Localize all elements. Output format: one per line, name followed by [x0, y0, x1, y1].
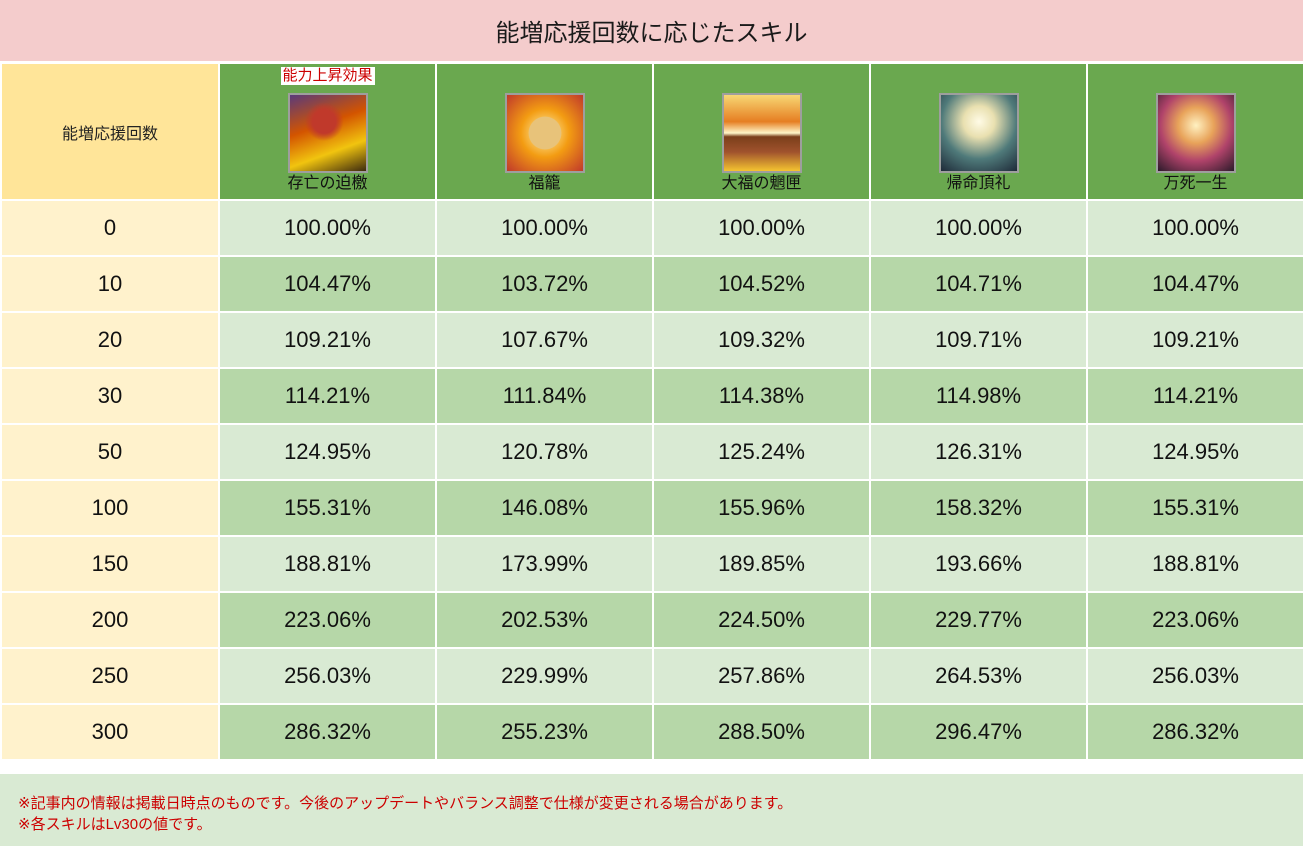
- skill-header-4: 万死一生: [1086, 62, 1303, 201]
- multiplier-cell: 229.99%: [435, 647, 654, 705]
- multiplier-cell: 109.21%: [1086, 311, 1303, 369]
- multiplier-cell: 189.85%: [652, 535, 871, 593]
- skill-header-1: 福籠: [435, 62, 654, 201]
- multiplier-cell: 256.03%: [218, 647, 437, 705]
- multiplier-cell: 120.78%: [435, 423, 654, 481]
- skill-name: 帰命頂礼: [946, 175, 1011, 192]
- multiplier-cell: 264.53%: [869, 647, 1088, 705]
- multiplier-cell: 173.99%: [435, 535, 654, 593]
- multiplier-cell: 256.03%: [1086, 647, 1303, 705]
- multiplier-cell: 158.32%: [869, 479, 1088, 537]
- skill-name: 存亡の迫檄: [287, 175, 368, 192]
- boost-count-cell: 100: [0, 479, 220, 537]
- multiplier-cell: 107.67%: [435, 311, 654, 369]
- multiplier-cell: 223.06%: [1086, 591, 1303, 649]
- multiplier-cell: 100.00%: [435, 199, 654, 257]
- note-level: ※各スキルはLv30の値です。: [18, 816, 212, 833]
- multiplier-cell: 126.31%: [869, 423, 1088, 481]
- multiplier-cell: 114.21%: [218, 367, 437, 425]
- skill-header-3: 帰命頂礼: [869, 62, 1088, 201]
- multiplier-cell: 155.31%: [1086, 479, 1303, 537]
- multiplier-cell: 155.96%: [652, 479, 871, 537]
- multiplier-cell: 104.52%: [652, 255, 871, 313]
- multiplier-cell: 257.86%: [652, 647, 871, 705]
- page-title: 能増応援回数に応じたスキル: [0, 0, 1303, 61]
- note-disclaimer: ※記事内の情報は掲載日時点のものです。今後のアップデートやバランス調整で仕様が変…: [18, 795, 793, 812]
- stat-boost-badge: 能力上昇効果: [280, 67, 375, 85]
- multiplier-cell: 103.72%: [435, 255, 654, 313]
- table-row: 300 286.32% 255.23% 288.50% 296.47% 286.32%: [0, 703, 1303, 761]
- multiplier-cell: 229.77%: [869, 591, 1088, 649]
- multiplier-cell: 193.66%: [869, 535, 1088, 593]
- golden-chest-icon: [721, 93, 802, 173]
- multiplier-cell: 111.84%: [435, 367, 654, 425]
- skill-header-2: 大福の魍匣: [652, 62, 871, 201]
- multiplier-cell: 114.21%: [1086, 367, 1303, 425]
- boost-count-cell: 10: [0, 255, 220, 313]
- skill-name: 大福の魍匣: [721, 175, 802, 192]
- header-row: 能増応援回数 能力上昇効果 存亡の迫檄 福籠: [0, 62, 1303, 201]
- boost-count-cell: 150: [0, 535, 220, 593]
- boost-count-cell: 300: [0, 703, 220, 761]
- multiplier-cell: 104.71%: [869, 255, 1088, 313]
- notes: ※記事内の情報は掲載日時点のものです。今後のアップデートやバランス調整で仕様が変…: [0, 774, 1303, 846]
- multiplier-cell: 109.71%: [869, 311, 1088, 369]
- multiplier-cell: 104.47%: [1086, 255, 1303, 313]
- table-row: 50 124.95% 120.78% 125.24% 126.31% 124.95%: [0, 423, 1303, 481]
- table-row: 20 109.21% 107.67% 109.32% 109.71% 109.21%: [0, 311, 1303, 369]
- multiplier-cell: 124.95%: [218, 423, 437, 481]
- table-row: 0 100.00% 100.00% 100.00% 100.00% 100.00%: [0, 199, 1303, 257]
- multiplier-cell: 255.23%: [435, 703, 654, 761]
- demon-flame-icon: [287, 93, 368, 173]
- multiplier-cell: 202.53%: [435, 591, 654, 649]
- multiplier-cell: 100.00%: [218, 199, 437, 257]
- multiplier-cell: 114.98%: [869, 367, 1088, 425]
- table-row: 100 155.31% 146.08% 155.96% 158.32% 155.31%: [0, 479, 1303, 537]
- multiplier-cell: 188.81%: [1086, 535, 1303, 593]
- boost-count-cell: 0: [0, 199, 220, 257]
- sword-light-icon: [1155, 93, 1236, 173]
- boost-count-cell: 20: [0, 311, 220, 369]
- boost-count-cell: 50: [0, 423, 220, 481]
- boost-count-cell: 30: [0, 367, 220, 425]
- multiplier-cell: 114.38%: [652, 367, 871, 425]
- multiplier-cell: 104.47%: [218, 255, 437, 313]
- multiplier-cell: 188.81%: [218, 535, 437, 593]
- treasure-box-icon: [504, 93, 585, 173]
- multiplier-cell: 125.24%: [652, 423, 871, 481]
- skill-name: 万死一生: [1163, 175, 1228, 192]
- table-row: 200 223.06% 202.53% 224.50% 229.77% 223.06%: [0, 591, 1303, 649]
- table-row: 250 256.03% 229.99% 257.86% 264.53% 256.03%: [0, 647, 1303, 705]
- multiplier-cell: 155.31%: [218, 479, 437, 537]
- multiplier-cell: 296.47%: [869, 703, 1088, 761]
- table-row: 10 104.47% 103.72% 104.52% 104.71% 104.47%: [0, 255, 1303, 313]
- multiplier-cell: 288.50%: [652, 703, 871, 761]
- multiplier-cell: 100.00%: [652, 199, 871, 257]
- count-column-header: 能増応援回数: [0, 62, 220, 201]
- multiplier-cell: 286.32%: [1086, 703, 1303, 761]
- multiplier-cell: 146.08%: [435, 479, 654, 537]
- table-row: 30 114.21% 111.84% 114.38% 114.98% 114.21%: [0, 367, 1303, 425]
- multiplier-cell: 286.32%: [218, 703, 437, 761]
- skill-multiplier-table: 能増応援回数 能力上昇効果 存亡の迫檄 福籠: [0, 62, 1303, 761]
- multiplier-cell: 124.95%: [1086, 423, 1303, 481]
- table-row: 150 188.81% 173.99% 189.85% 193.66% 188.81%: [0, 535, 1303, 593]
- multiplier-cell: 109.21%: [218, 311, 437, 369]
- multiplier-cell: 223.06%: [218, 591, 437, 649]
- skill-name: 福籠: [528, 175, 561, 192]
- crossed-swords-icon: [938, 93, 1019, 173]
- boost-count-cell: 250: [0, 647, 220, 705]
- multiplier-cell: 109.32%: [652, 311, 871, 369]
- skill-header-0: 能力上昇効果 存亡の迫檄: [218, 62, 437, 201]
- multiplier-cell: 100.00%: [869, 199, 1088, 257]
- boost-count-cell: 200: [0, 591, 220, 649]
- multiplier-cell: 224.50%: [652, 591, 871, 649]
- multiplier-cell: 100.00%: [1086, 199, 1303, 257]
